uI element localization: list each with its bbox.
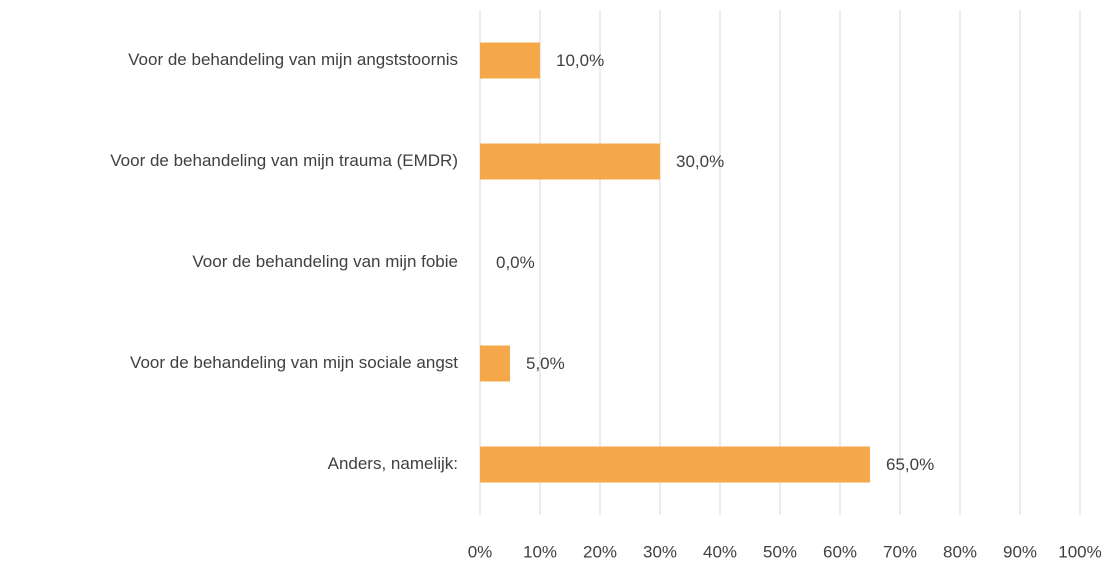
x-tick-label: 70% — [883, 542, 917, 561]
data-label: 10,0% — [556, 51, 604, 70]
bar — [480, 143, 660, 180]
bar — [480, 446, 870, 483]
y-tick-label: Voor de behandeling van mijn fobie — [192, 252, 458, 271]
data-label: 65,0% — [886, 455, 934, 474]
x-tick-label: 0% — [468, 542, 493, 561]
x-tick-label: 30% — [643, 542, 677, 561]
bar — [480, 345, 510, 382]
y-tick-label: Anders, namelijk: — [328, 454, 458, 473]
y-tick-label: Voor de behandeling van mijn angststoorn… — [128, 50, 458, 69]
y-tick-label: Voor de behandeling van mijn sociale ang… — [130, 353, 458, 372]
x-tick-label: 80% — [943, 542, 977, 561]
y-tick-label: Voor de behandeling van mijn trauma (EMD… — [110, 151, 458, 170]
data-label: 0,0% — [496, 253, 535, 272]
bar — [480, 42, 540, 79]
x-tick-label: 100% — [1058, 542, 1101, 561]
x-tick-label: 90% — [1003, 542, 1037, 561]
x-tick-label: 50% — [763, 542, 797, 561]
x-tick-label: 60% — [823, 542, 857, 561]
data-label: 30,0% — [676, 152, 724, 171]
x-tick-label: 40% — [703, 542, 737, 561]
x-tick-label: 10% — [523, 542, 557, 561]
x-tick-label: 20% — [583, 542, 617, 561]
data-label: 5,0% — [526, 354, 565, 373]
